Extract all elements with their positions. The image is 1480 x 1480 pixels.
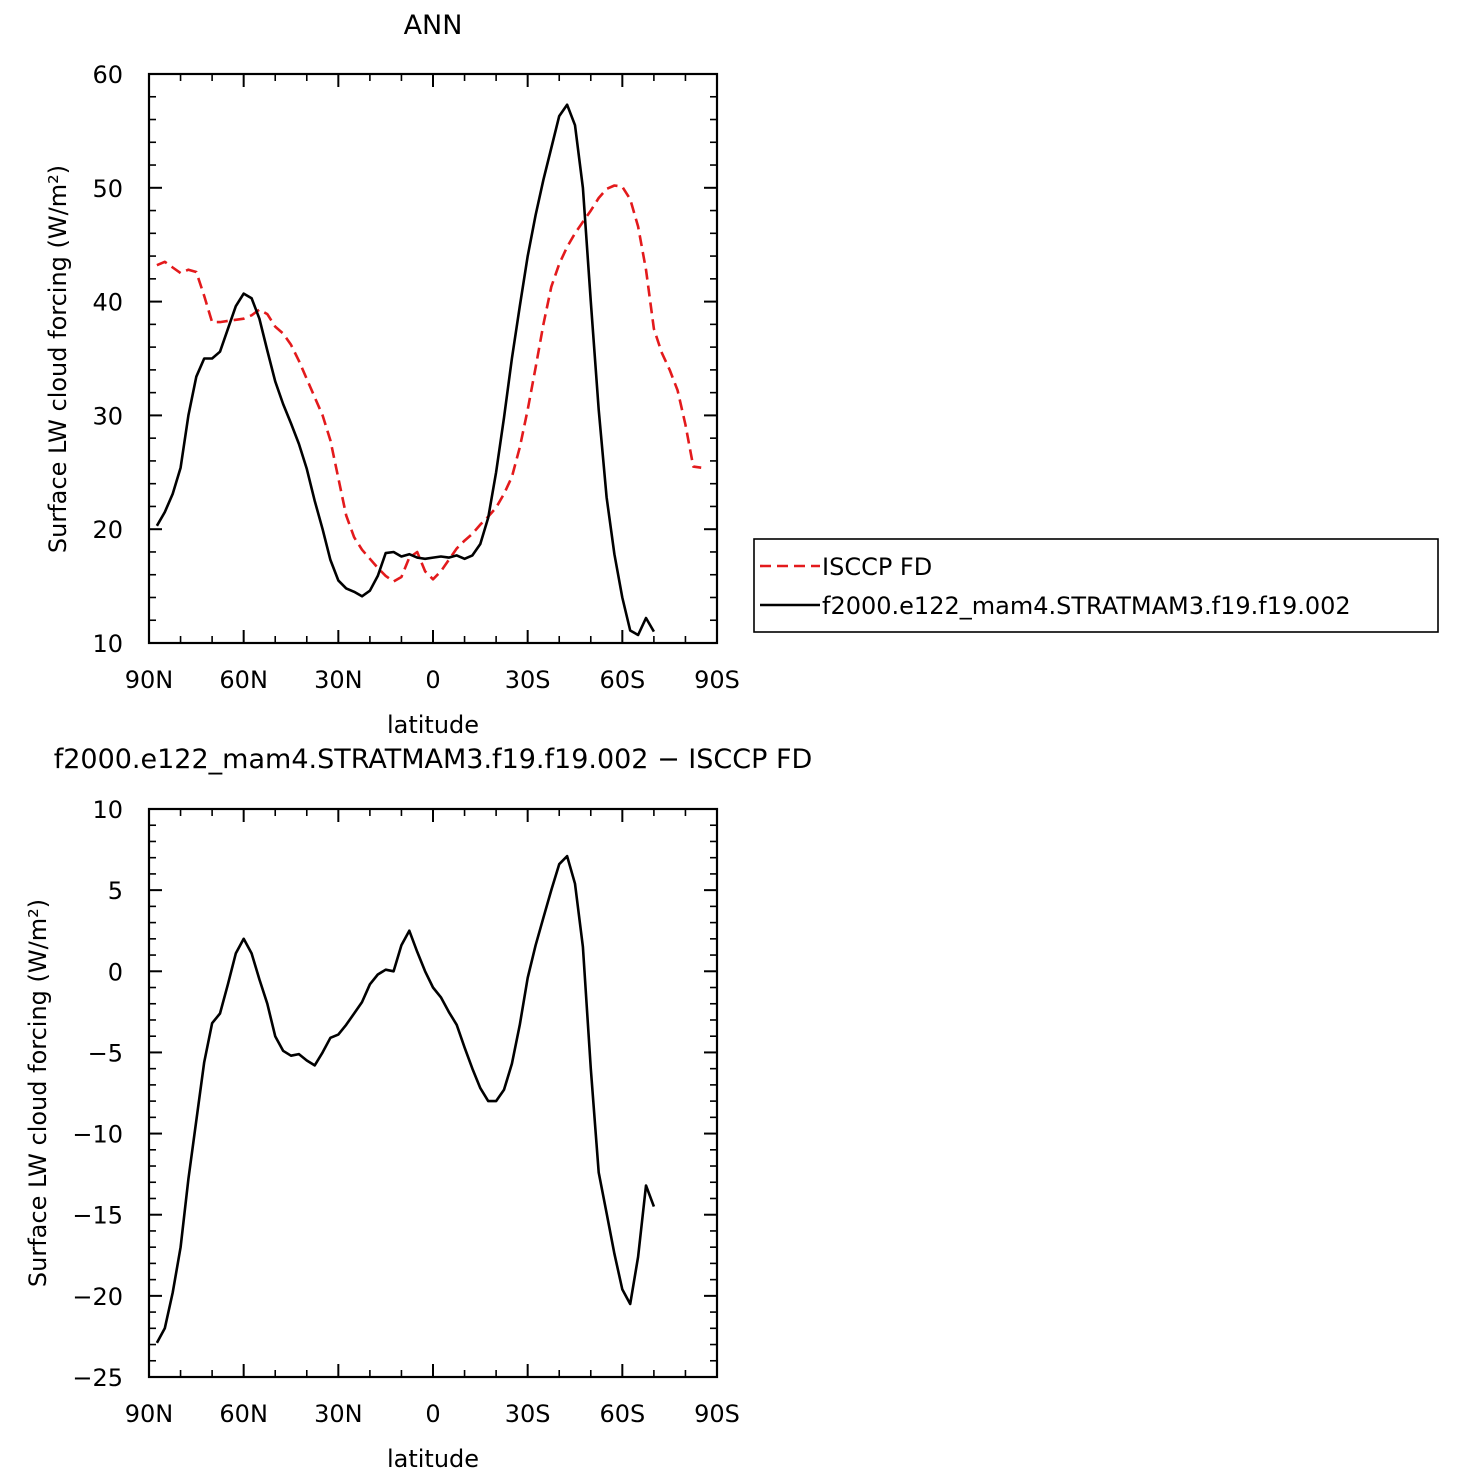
- top-plot-area: 90N 60N 30N 0 30S 60S 90S 10 20 30 40 50 60: [92, 61, 739, 694]
- bottom-x-axis-label: latitude: [387, 1445, 479, 1473]
- legend-label-model: f2000.e122_mam4.STRATMAM3.f19.f19.002: [822, 592, 1351, 620]
- top-x-tick-label: 60S: [599, 666, 645, 694]
- top-y-axis-label: Surface LW cloud forcing (W/m²): [44, 165, 72, 553]
- top-series-line-0: [156, 184, 702, 583]
- legend-box: [753, 538, 1439, 633]
- top-chart-title: ANN: [404, 10, 463, 41]
- bottom-y-tick-label: −10: [72, 1121, 123, 1149]
- bottom-chart-title: f2000.e122_mam4.STRATMAM3.f19.f19.002 − …: [54, 744, 813, 775]
- bottom-y-tick-label: −25: [72, 1364, 123, 1392]
- top-x-axis-label: latitude: [387, 711, 479, 739]
- bottom-y-tick-label: 10: [92, 796, 123, 824]
- bottom-y-tick-label: −15: [72, 1202, 123, 1230]
- bottom-x-tick-label: 60N: [219, 1400, 268, 1428]
- bottom-y-tick-label: 0: [108, 958, 123, 986]
- bottom-x-tick-label: 90N: [125, 1400, 174, 1428]
- top-y-tick-label: 40: [92, 289, 123, 317]
- legend: ISCCP FD f2000.e122_mam4.STRATMAM3.f19.f…: [753, 538, 1439, 633]
- bottom-y-tick-label: 5: [108, 877, 123, 905]
- bottom-x-tick-label: 30N: [314, 1400, 363, 1428]
- top-panel: ANN 90N 60N 30N 0 30S 60S 90S 10 20 30 40 50 60 lati…: [44, 10, 740, 739]
- top-y-tick-label: 50: [92, 175, 123, 203]
- bottom-x-tick-label: 60S: [599, 1400, 645, 1428]
- top-x-tick-label: 30S: [505, 666, 551, 694]
- legend-label-isccp: ISCCP FD: [822, 553, 932, 581]
- top-series-line-1: [155, 103, 656, 637]
- top-x-tick-label: 60N: [219, 666, 268, 694]
- bottom-y-tick-label: −5: [88, 1039, 123, 1067]
- bottom-panel: f2000.e122_mam4.STRATMAM3.f19.f19.002 − …: [24, 744, 812, 1473]
- top-x-tick-label: 0: [425, 666, 440, 694]
- bottom-x-tick-label: 0: [425, 1400, 440, 1428]
- bottom-y-tick-label: −20: [72, 1283, 123, 1311]
- top-y-tick-label: 10: [92, 630, 123, 658]
- bottom-y-axis-label: Surface LW cloud forcing (W/m²): [24, 899, 52, 1287]
- bottom-plot-area: 90N 60N 30N 0 30S 60S 90S −25 −20 −15 −10 −5 0 5 10: [72, 796, 740, 1428]
- top-x-tick-label: 30N: [314, 666, 363, 694]
- bottom-x-tick-label: 30S: [505, 1400, 551, 1428]
- top-y-tick-label: 30: [92, 402, 123, 430]
- top-y-tick-label: 60: [92, 61, 123, 89]
- bottom-series-line-0: [155, 854, 656, 1344]
- top-x-tick-label: 90N: [125, 666, 174, 694]
- top-y-tick-label: 20: [92, 516, 123, 544]
- bottom-x-tick-label: 90S: [694, 1400, 740, 1428]
- top-x-tick-label: 90S: [694, 666, 740, 694]
